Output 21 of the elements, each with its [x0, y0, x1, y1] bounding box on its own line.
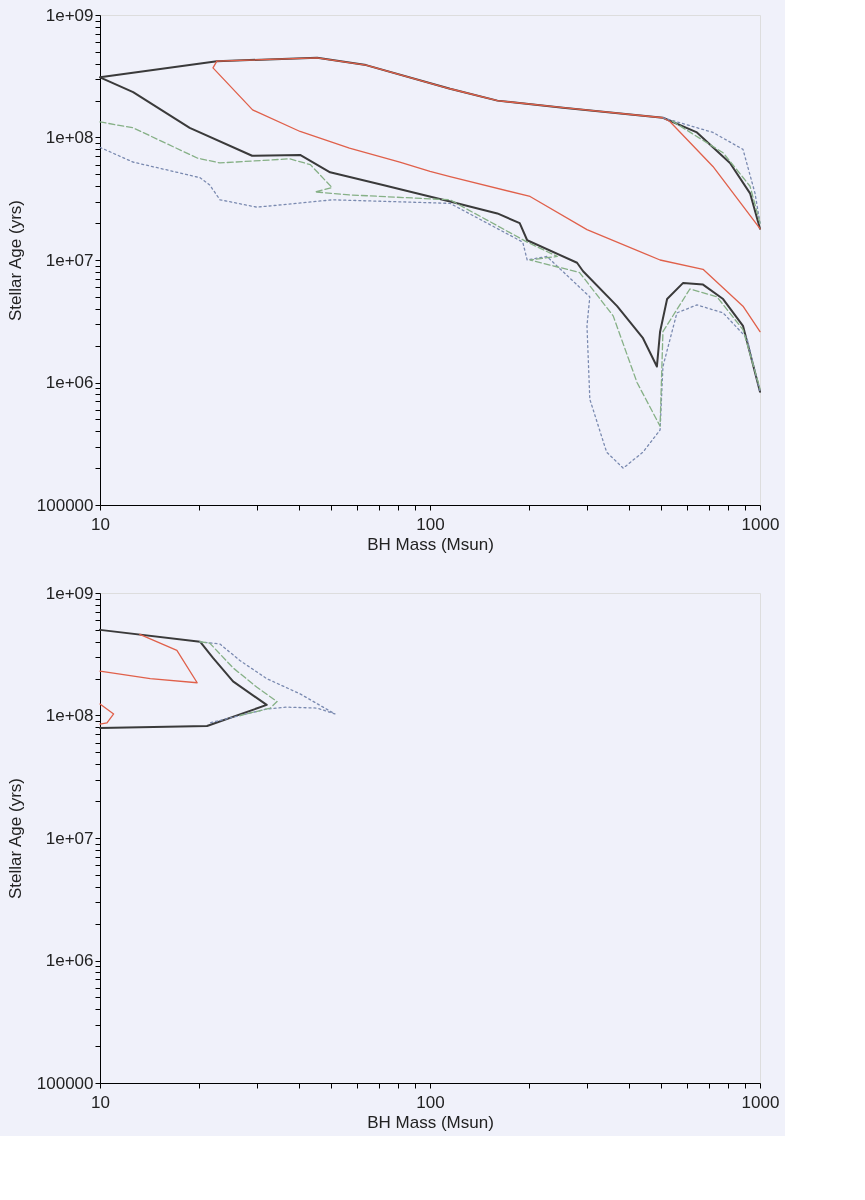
line-series [99, 703, 115, 725]
y-tick-label: 1e+09 [45, 583, 94, 603]
x-tick-label: 10 [91, 514, 110, 534]
x-tick-label: 1000 [741, 1092, 780, 1112]
y-tick-label: 1e+06 [45, 951, 94, 970]
x-tick-label: 100 [416, 1092, 445, 1112]
y-tick-label: 1e+07 [45, 250, 94, 270]
y-tick-label: 100000 [36, 495, 94, 515]
y-axis-title: Stellar Age (yrs) [5, 200, 25, 321]
x-axis-title: BH Mass (Msun) [367, 534, 494, 554]
y-tick-label: 1e+08 [45, 706, 94, 725]
x-tick-label: 1000 [741, 514, 780, 534]
y-tick-label: 100000 [36, 1073, 94, 1093]
x-tick-label: 100 [416, 514, 445, 534]
y-tick-label: 1e+08 [45, 128, 94, 147]
y-tick-label: 1e+06 [45, 373, 94, 392]
y-tick-label: 1e+07 [45, 828, 94, 848]
y-axis-title: Stellar Age (yrs) [5, 778, 25, 899]
y-tick-label: 1e+09 [45, 5, 94, 25]
x-tick-label: 10 [91, 1092, 110, 1112]
x-axis-title: BH Mass (Msun) [367, 1112, 494, 1132]
